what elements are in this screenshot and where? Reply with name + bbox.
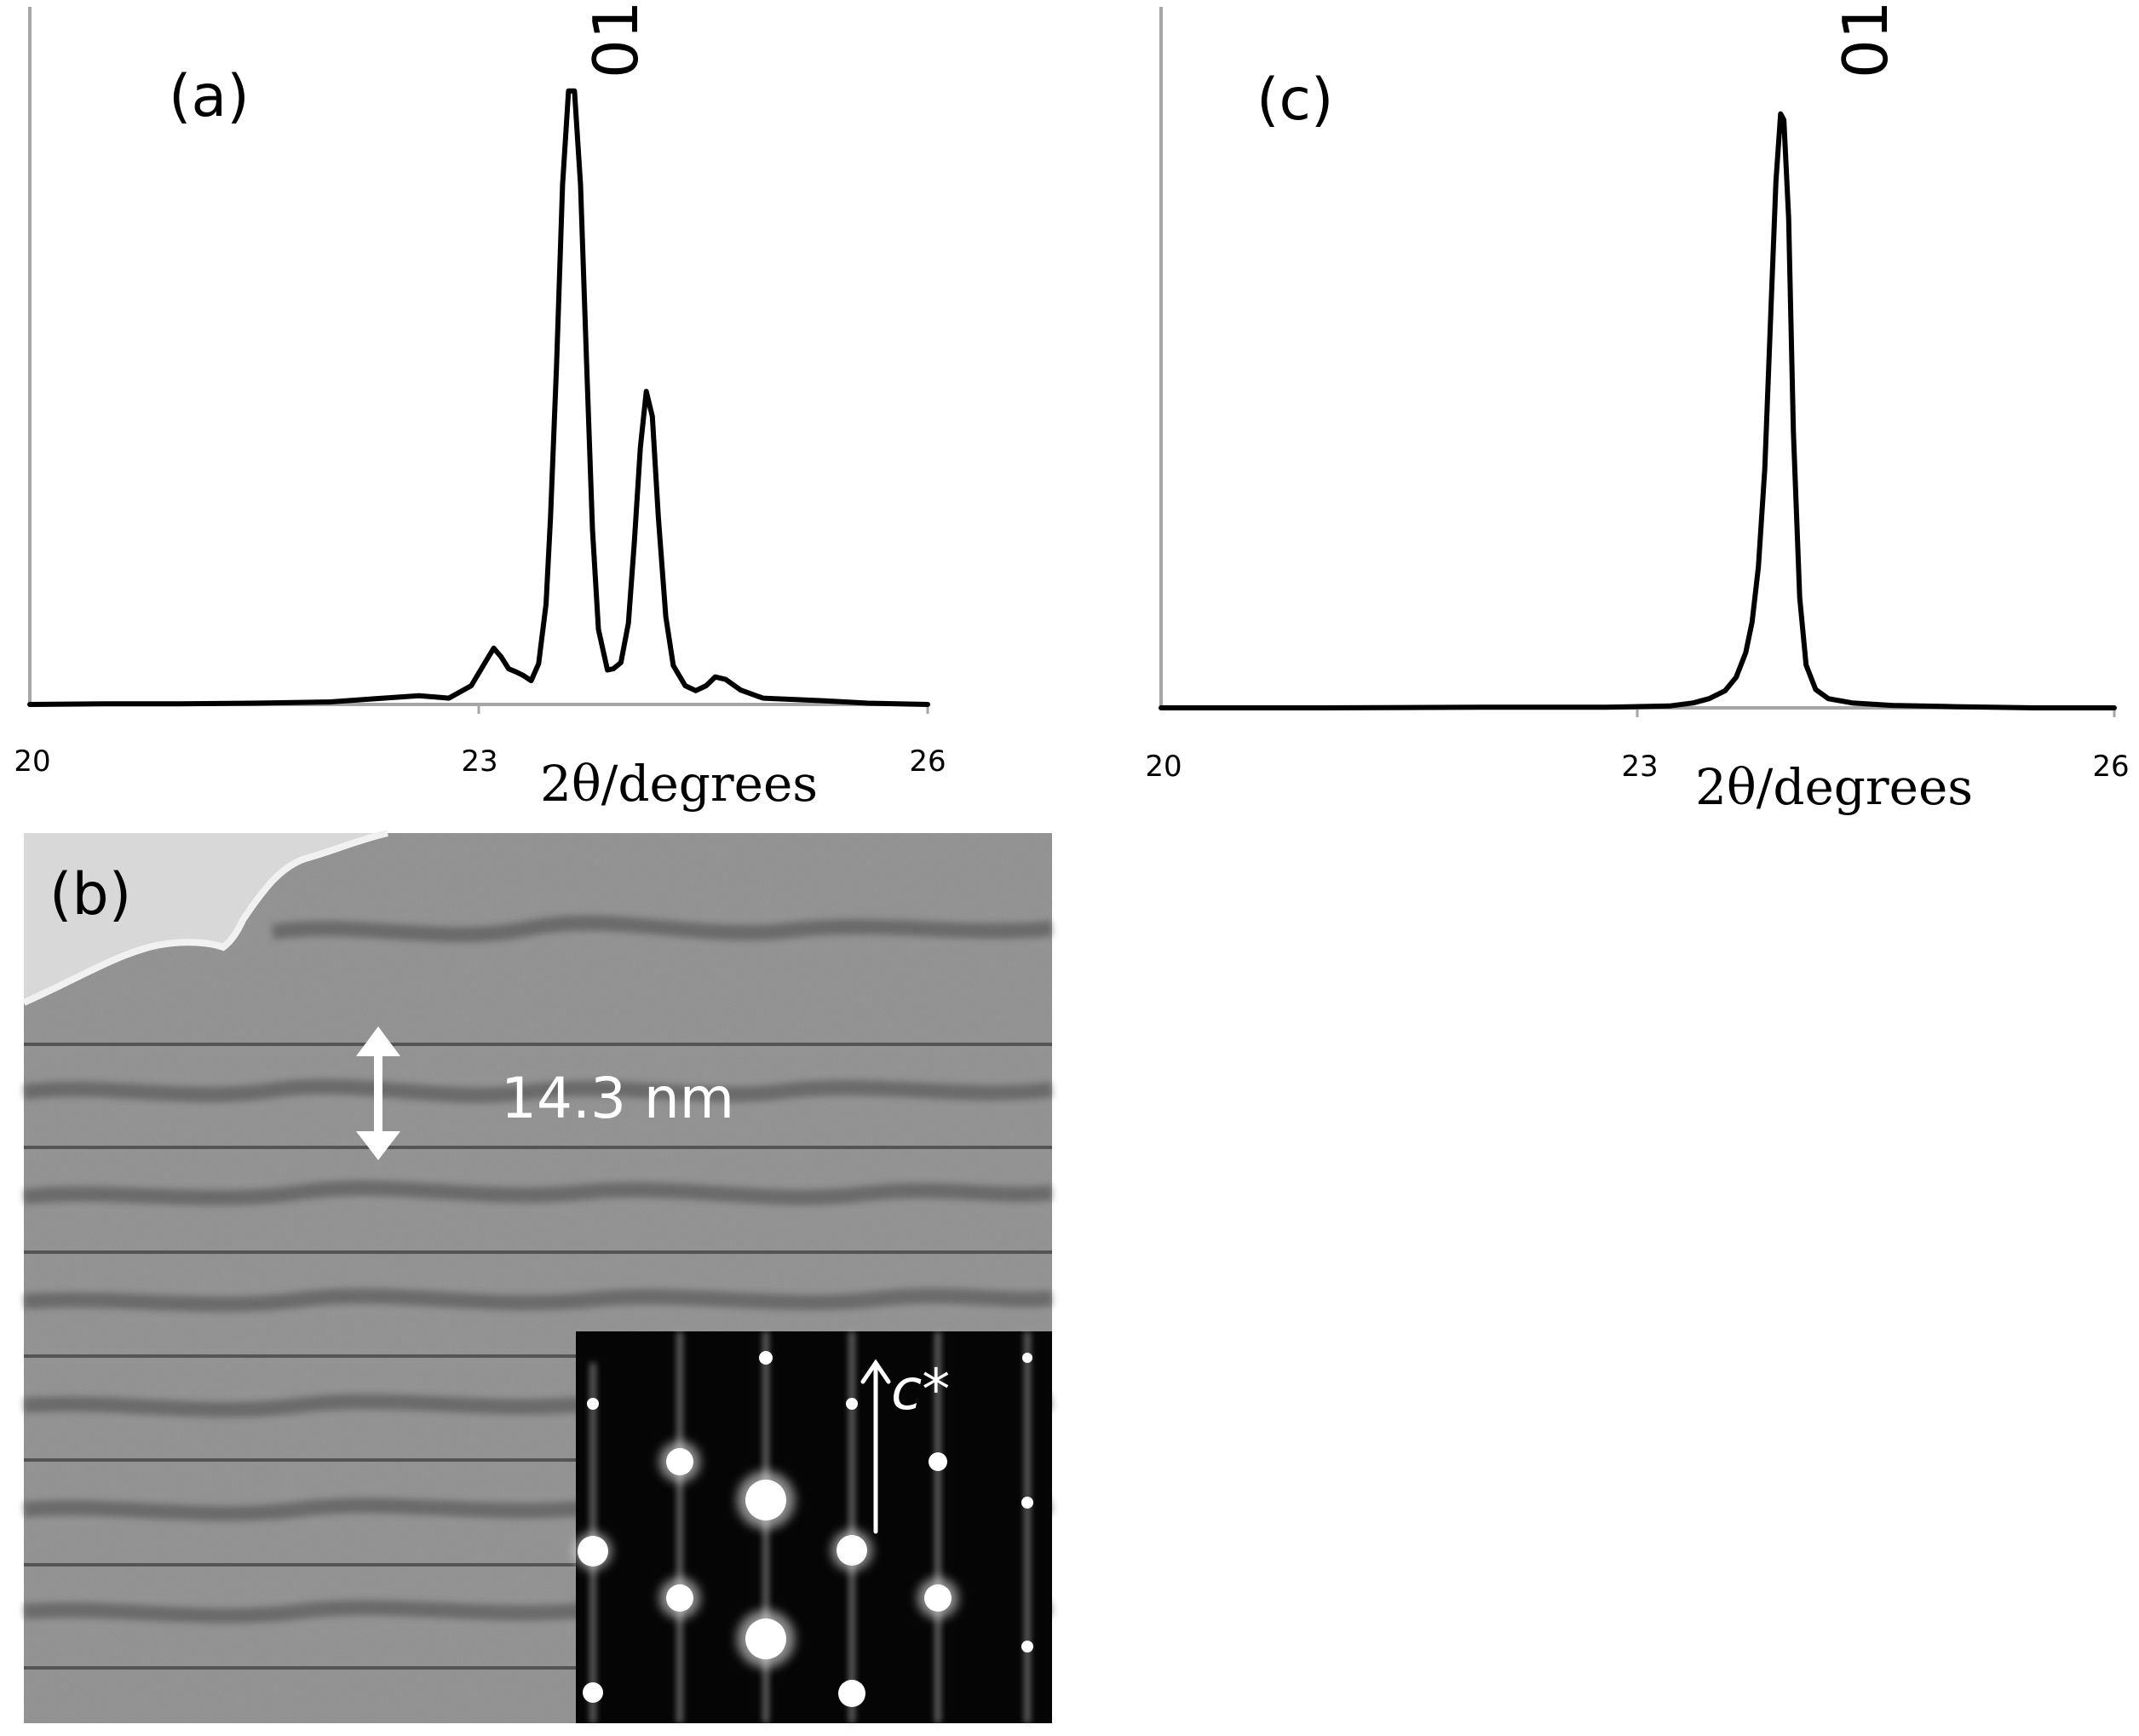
panel-a-peak-label: 012 xyxy=(580,0,652,78)
c-star-label: c* xyxy=(891,1357,950,1423)
diffraction-spot xyxy=(1021,1497,1033,1509)
panel-a-x-tick-label-20: 20 xyxy=(14,744,50,779)
panel-c-x-tick-label-20: 20 xyxy=(1145,750,1182,784)
panel-c-series-line xyxy=(1159,111,2117,710)
panel-c-x-tick-label-23: 23 xyxy=(1621,750,1658,784)
panel-a-chart: (a) 012 20 23 26 2θ/degrees xyxy=(14,0,946,813)
diffraction-spot xyxy=(578,1536,608,1566)
diffraction-inset-background xyxy=(576,1331,1052,1723)
diffraction-spot xyxy=(838,1680,865,1707)
panel-c-x-axis-title: 2θ/degrees xyxy=(1695,758,1973,816)
diffraction-spot xyxy=(745,1618,786,1659)
panel-b-label: (b) xyxy=(49,861,131,928)
panel-a-x-axis-title: 2θ/degrees xyxy=(540,755,818,813)
diffraction-spot xyxy=(924,1584,952,1612)
panel-a-x-tick-label-23: 23 xyxy=(461,744,497,779)
diffraction-spot xyxy=(846,1398,858,1410)
diffraction-spots xyxy=(578,1351,1033,1707)
diffraction-spot xyxy=(587,1398,599,1410)
panel-c-label: (c) xyxy=(1256,66,1333,134)
diffraction-spot xyxy=(929,1452,947,1471)
diffraction-inset: c* xyxy=(574,1331,1052,1723)
diffraction-spot xyxy=(583,1682,603,1703)
panel-b-tem-image: (b) 14.3 nm xyxy=(22,830,1054,1723)
panel-a-x-tick-label-26: 26 xyxy=(909,744,946,779)
panel-a-series-line xyxy=(27,88,930,707)
diffraction-spot xyxy=(1021,1641,1033,1653)
panel-c-chart: (c) 012 20 23 26 2θ/degrees xyxy=(1145,0,2129,816)
panel-b-vacuum-edge xyxy=(22,830,388,1006)
diffraction-spot xyxy=(759,1351,773,1365)
panel-c-x-tick-label-26: 26 xyxy=(2092,750,2129,784)
panel-c-peak-label: 012 xyxy=(1830,0,1901,78)
c-star-arrow xyxy=(860,1359,891,1534)
spacing-arrow xyxy=(356,1026,400,1160)
diffraction-spot xyxy=(837,1535,867,1566)
diffraction-spot xyxy=(1022,1353,1032,1363)
diffraction-spot xyxy=(666,1584,693,1612)
spacing-label: 14.3 nm xyxy=(501,1066,734,1131)
panel-a-label: (a) xyxy=(169,63,250,130)
panel-b-vacuum-region xyxy=(24,833,388,1003)
diffraction-spot xyxy=(666,1448,693,1475)
diffraction-spot xyxy=(745,1480,786,1520)
